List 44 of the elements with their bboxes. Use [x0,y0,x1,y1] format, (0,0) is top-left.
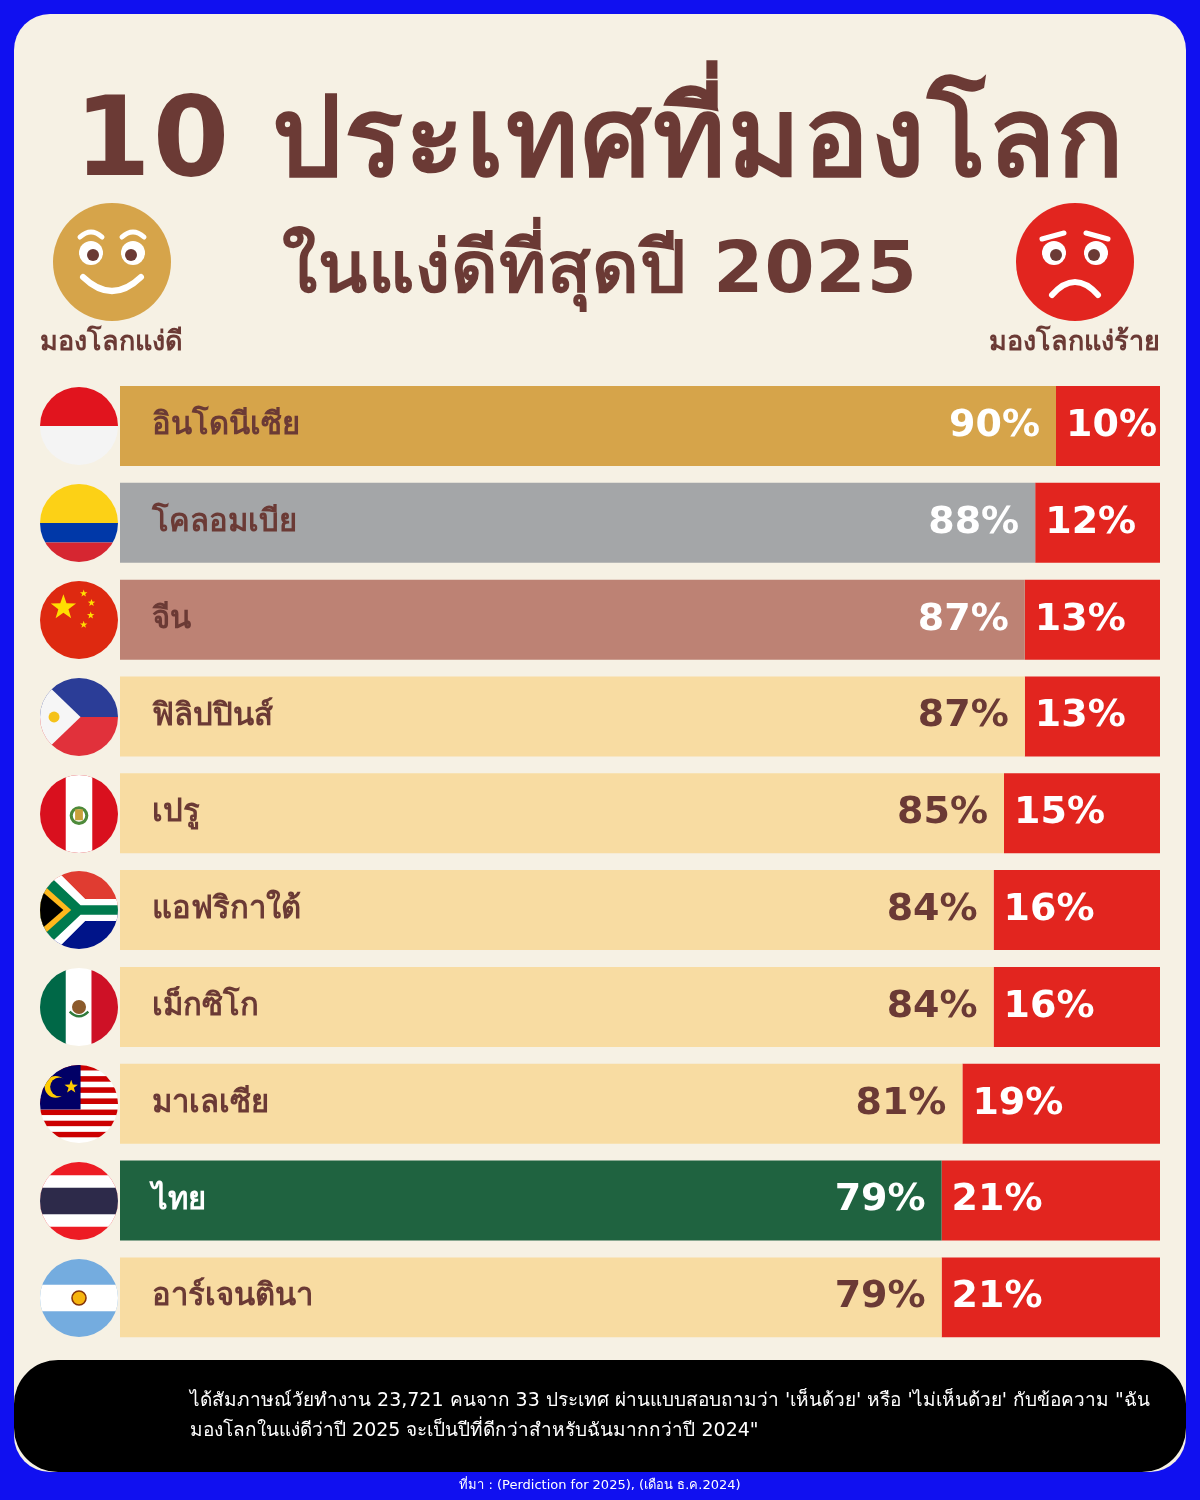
data-label: 87% [917,594,1009,639]
y-tick-label: เปรู [152,792,200,831]
data-label: 13% [1034,691,1126,736]
y-tick-label: โคลอมเบีย [151,502,297,539]
data-label: 15% [1014,788,1105,833]
data-label: 13% [1034,594,1126,639]
y-tick-label: อาร์เจนตินา [152,1276,313,1313]
data-label: 88% [928,498,1020,543]
text: ที่มา : (Perdiction for 2025), (เดือน ธ.ค.2024) [458,1476,742,1494]
bar [1004,773,1160,854]
series-label: มองโลกแง่ดี [40,325,183,357]
data-label: 87% [917,691,1009,736]
data-label: 90% [949,401,1040,446]
bar [120,386,1056,467]
bar [120,1064,963,1145]
data-label: 16% [1003,982,1095,1027]
data-label: 10% [1066,401,1157,446]
y-tick-label: เม็กซิโก [152,985,259,1023]
y-tick-label: อินโดนีเซีย [152,405,300,442]
bar [993,967,1160,1048]
y-tick-label: ฟิลิปปินส์ [152,695,273,732]
y-tick-label: มาเลเซีย [152,1083,269,1120]
data-label: 84% [886,982,978,1027]
series-label: มองโลกแง่ร้าย [989,325,1160,357]
data-label: 19% [972,1079,1064,1123]
y-tick-label: แอฟริกาใต้ [152,889,301,926]
bar [941,1160,1160,1241]
data-label: 16% [1003,885,1095,930]
data-label: 21% [951,1175,1043,1220]
y-tick-label: ไทย [149,1179,206,1216]
bar [962,1064,1160,1145]
data-label: 85% [897,788,988,833]
bar [993,870,1160,951]
data-label: 12% [1045,498,1137,543]
data-label: 84% [886,885,978,930]
data-label: 79% [834,1175,926,1220]
bar [120,676,1025,757]
data-label: 81% [855,1079,947,1123]
text: ได้สัมภาษณ์วัยทำงาน 23,721 คนจาก 33 ประเทศ ผ่านแบบสอบถามว่า 'เห็นด้วย' หรือ 'ไม่เห็นด้วย' กับข้อความ "ฉันมองโลกในแง่ดีว่าปี 2025 จะเป็นปีที่ดีกว่าสำหรับฉันมากกว่าปี 2024" [190,1387,1151,1442]
data-label: 79% [834,1272,926,1317]
bar [120,483,1036,564]
data-label: 21% [951,1272,1043,1317]
y-tick-label: จีน [152,599,191,636]
bar [941,1257,1160,1338]
